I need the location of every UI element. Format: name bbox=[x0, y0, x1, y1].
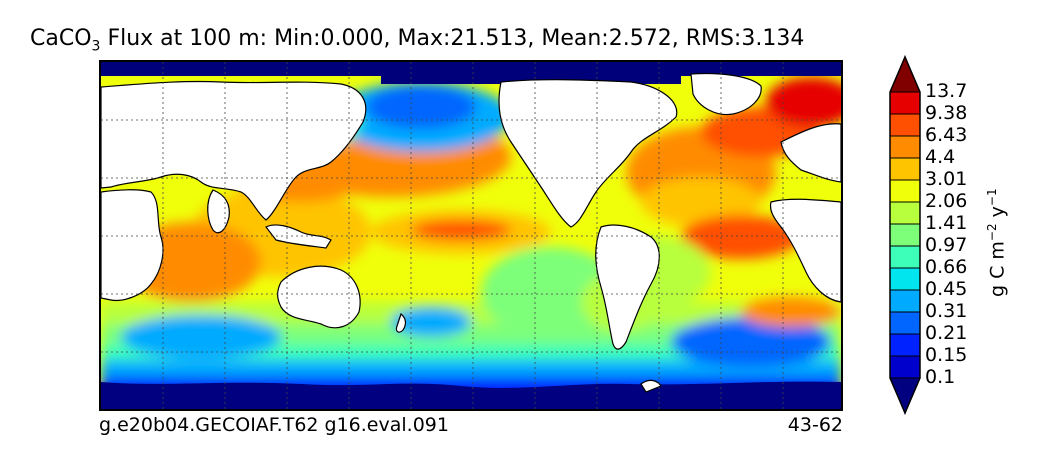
colorbar-segment bbox=[890, 114, 920, 136]
colorbar-segment bbox=[890, 334, 920, 356]
landmass-india bbox=[207, 189, 230, 234]
colorbar-tick-label: 0.97 bbox=[925, 234, 968, 256]
colorbar-tick-label: 13.7 bbox=[925, 80, 968, 102]
colorbar-segment bbox=[890, 224, 920, 246]
colorbar-tick-label: 0.1 bbox=[925, 366, 956, 388]
landmass-africa bbox=[101, 189, 164, 302]
landmass-antarctic-peninsula bbox=[640, 379, 662, 393]
colorbar-segment bbox=[890, 55, 920, 92]
colorbar-segment bbox=[890, 136, 920, 158]
colorbar-segment bbox=[890, 158, 920, 180]
continents bbox=[101, 72, 841, 393]
landmass-africa-west bbox=[769, 198, 841, 303]
map-grid bbox=[101, 62, 841, 409]
landmass-south-america bbox=[595, 224, 660, 350]
colorbar-units-label: g C m−2 y−1 bbox=[985, 188, 1009, 297]
landmass-europe-east bbox=[780, 123, 841, 183]
year-range-label: 43-62 bbox=[787, 414, 843, 436]
colorbar-tick-label: 0.66 bbox=[925, 256, 968, 278]
colorbar-tick-label: 3.01 bbox=[925, 168, 968, 190]
colorbar-segment bbox=[890, 290, 920, 312]
landmass-australia bbox=[277, 265, 361, 329]
colorbar-tick-label: 0.15 bbox=[925, 344, 968, 366]
colorbar-tick-label: 0.21 bbox=[925, 322, 968, 344]
colorbar-segment bbox=[890, 378, 920, 415]
run-name-label: g.e20b04.GECOIAF.T62 g16.eval.091 bbox=[99, 414, 449, 436]
colorbar-segment bbox=[890, 268, 920, 290]
colorbar-segment bbox=[890, 202, 920, 224]
colorbar-tick-label: 1.41 bbox=[925, 212, 968, 234]
colorbar-segment bbox=[890, 312, 920, 334]
landmass-eurasia bbox=[101, 80, 367, 221]
colorbar-tick-label: 6.43 bbox=[925, 124, 968, 146]
colorbar-segment bbox=[890, 92, 920, 114]
colorbar bbox=[889, 55, 921, 415]
colorbar-tick-label: 2.06 bbox=[925, 190, 968, 212]
map-panel bbox=[99, 60, 843, 411]
landmass-north-america bbox=[498, 79, 678, 228]
colorbar-segment bbox=[890, 356, 920, 378]
landmass-greenland bbox=[690, 72, 762, 116]
landmass-indonesia bbox=[265, 224, 332, 249]
colorbar-tick-label: 0.31 bbox=[925, 300, 968, 322]
colorbar-segment bbox=[890, 246, 920, 268]
ocean-flux-map bbox=[101, 62, 841, 409]
landmass-new-zealand bbox=[395, 312, 407, 333]
colorbar-tick-label: 4.4 bbox=[925, 146, 956, 168]
colorbar-tick-label: 9.38 bbox=[925, 102, 968, 124]
colorbar-segment bbox=[890, 180, 920, 202]
colorbar-tick-label: 0.45 bbox=[925, 278, 968, 300]
plot-title: CaCO3 Flux at 100 m: Min:0.000, Max:21.5… bbox=[30, 26, 805, 55]
